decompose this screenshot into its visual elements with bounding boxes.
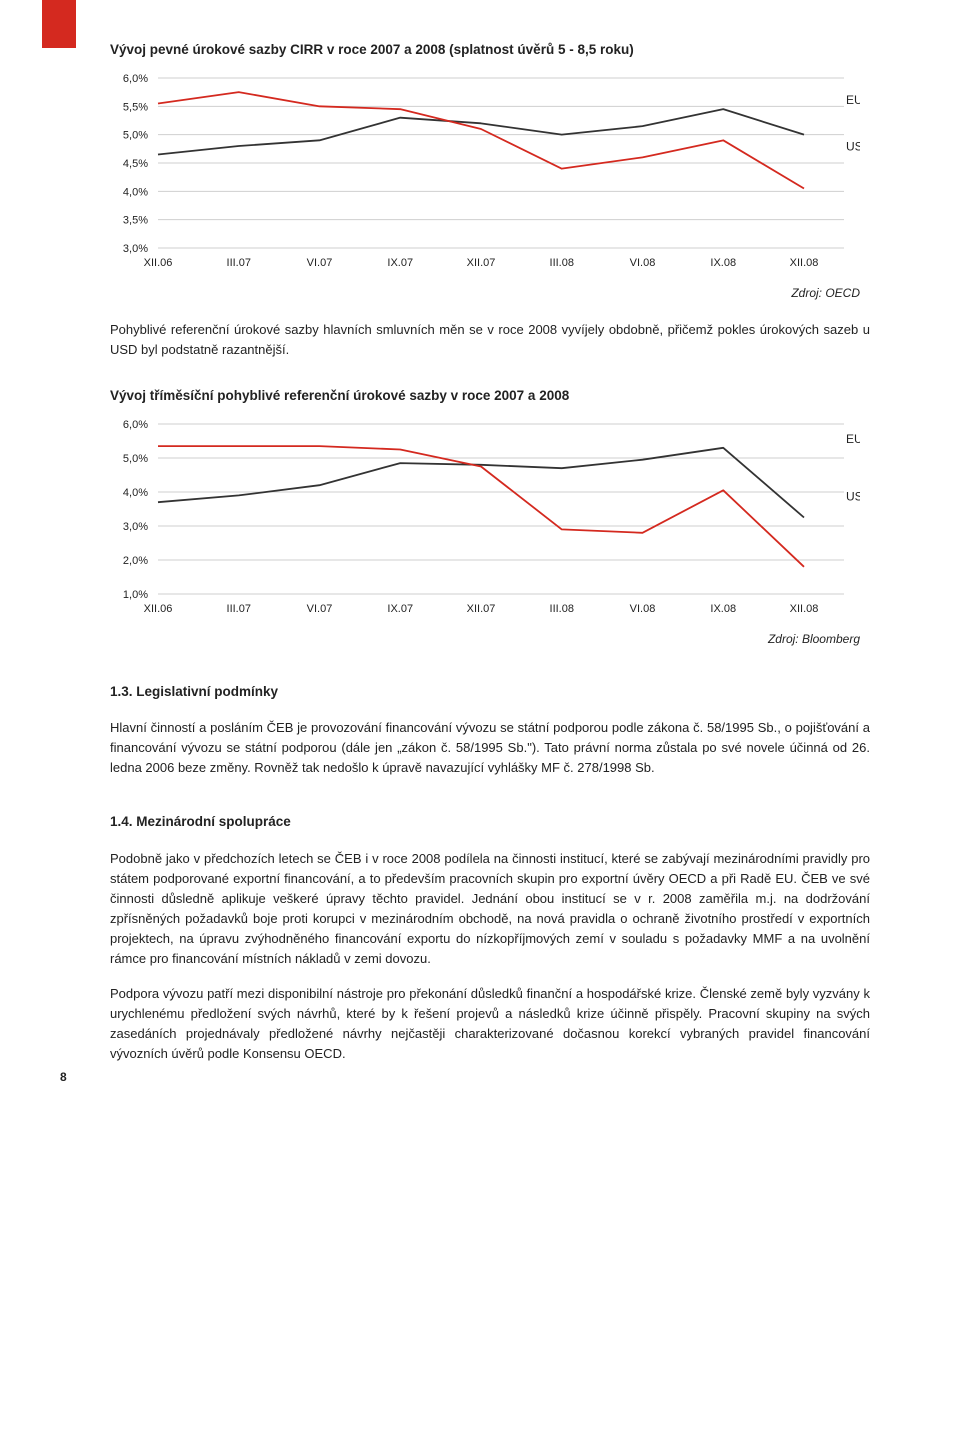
svg-text:VI.08: VI.08	[630, 257, 656, 269]
svg-text:5,0%: 5,0%	[123, 130, 148, 142]
chart2-source: Zdroj: Bloomberg	[110, 630, 860, 648]
svg-text:III.07: III.07	[227, 257, 251, 269]
svg-text:IX.08: IX.08	[710, 257, 736, 269]
svg-text:6,0%: 6,0%	[123, 73, 148, 85]
svg-text:III.08: III.08	[550, 603, 574, 615]
section-1-4-para1: Podobně jako v předchozích letech se ČEB…	[110, 849, 870, 970]
svg-text:3,0%: 3,0%	[123, 243, 148, 255]
svg-text:XII.07: XII.07	[467, 603, 496, 615]
svg-text:4,5%: 4,5%	[123, 158, 148, 170]
svg-text:XII.06: XII.06	[144, 603, 173, 615]
cirr-rate-chart: 3,0% 3,5% 4,0% 4,5% 5,0% 5,5% 6,0% XII.06 III.07…	[110, 70, 860, 276]
chart1-source: Zdroj: OECD	[110, 284, 860, 302]
paragraph-1: Pohyblivé referenční úrokové sazby hlavn…	[110, 320, 870, 360]
svg-text:EUR: EUR	[846, 93, 860, 107]
svg-text:III.08: III.08	[550, 257, 574, 269]
section-1-3-para: Hlavní činností a posláním ČEB je provoz…	[110, 718, 870, 778]
svg-text:USD: USD	[846, 490, 860, 504]
svg-text:4,0%: 4,0%	[123, 187, 148, 199]
svg-text:XII.06: XII.06	[144, 257, 173, 269]
svg-text:VI.07: VI.07	[307, 603, 333, 615]
svg-text:5,5%: 5,5%	[123, 102, 148, 114]
section-1-3-heading: 1.3. Legislativní podmínky	[110, 682, 870, 702]
svg-text:3,5%: 3,5%	[123, 215, 148, 227]
svg-text:2,0%: 2,0%	[123, 555, 148, 567]
chart1-title: Vývoj pevné úrokové sazby CIRR v roce 20…	[110, 40, 870, 60]
svg-text:USD: USD	[846, 140, 860, 154]
page-number: 8	[60, 1068, 67, 1086]
svg-text:XII.08: XII.08	[790, 257, 819, 269]
svg-text:6,0%: 6,0%	[123, 419, 148, 431]
accent-bar	[42, 0, 76, 48]
svg-text:XII.08: XII.08	[790, 603, 819, 615]
section-1-4-heading: 1.4. Mezinárodní spolupráce	[110, 812, 870, 832]
svg-text:3,0%: 3,0%	[123, 521, 148, 533]
svg-text:VI.08: VI.08	[630, 603, 656, 615]
svg-text:1,0%: 1,0%	[123, 589, 148, 601]
svg-text:4,0%: 4,0%	[123, 487, 148, 499]
svg-text:5,0%: 5,0%	[123, 453, 148, 465]
chart2-title: Vývoj tříměsíční pohyblivé referenční úr…	[110, 386, 870, 406]
svg-text:IX.07: IX.07	[387, 603, 413, 615]
svg-text:III.07: III.07	[227, 603, 251, 615]
svg-text:VI.07: VI.07	[307, 257, 333, 269]
reference-rate-chart: 1,0% 2,0% 3,0% 4,0% 5,0% 6,0% XII.06 III.07 VI.0…	[110, 416, 860, 622]
section-1-4-para2: Podpora vývozu patří mezi disponibilní n…	[110, 984, 870, 1065]
svg-text:IX.07: IX.07	[387, 257, 413, 269]
svg-text:IX.08: IX.08	[710, 603, 736, 615]
svg-text:XII.07: XII.07	[467, 257, 496, 269]
svg-text:EUR: EUR	[846, 432, 860, 446]
